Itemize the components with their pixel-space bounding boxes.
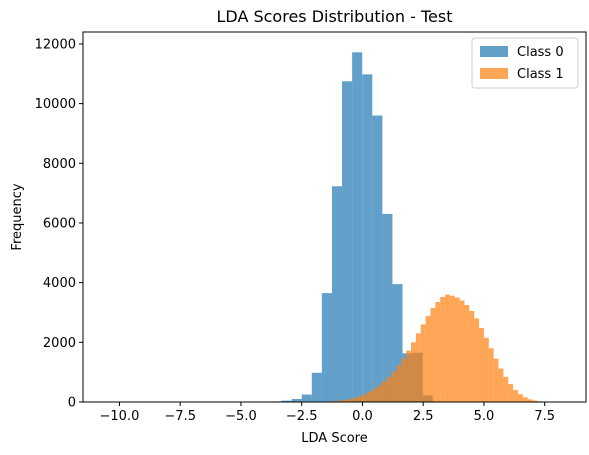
- bar-class-0: [362, 74, 373, 402]
- bar-class-1: [513, 390, 518, 402]
- bar-class-1: [372, 388, 378, 402]
- bar-class-0: [382, 214, 393, 402]
- bars-layer: [241, 52, 562, 403]
- legend: Class 0 Class 1: [471, 37, 579, 89]
- y-tick-label: 6000: [43, 216, 76, 231]
- bar-class-0: [352, 52, 363, 403]
- bar-class-0: [331, 186, 343, 402]
- bar-class-1: [498, 368, 504, 402]
- y-axis-label: Frequency: [10, 183, 25, 250]
- bar-class-1: [425, 316, 431, 402]
- bar-class-1: [338, 400, 344, 402]
- legend-label: Class 0: [517, 45, 564, 60]
- bar-class-1: [508, 384, 514, 402]
- bar-class-1: [343, 399, 348, 402]
- bar-class-1: [440, 296, 446, 402]
- legend-swatch: [480, 46, 508, 57]
- x-axis-label: LDA Score: [301, 431, 367, 446]
- bar-class-1: [333, 400, 339, 402]
- bar-class-1: [411, 342, 416, 402]
- bar-class-1: [352, 397, 358, 402]
- bar-class-1: [420, 324, 426, 402]
- bar-class-1: [464, 305, 470, 402]
- bar-class-1: [527, 399, 533, 402]
- bar-class-1: [362, 394, 368, 402]
- bar-class-0: [342, 81, 353, 402]
- plot-frame: [82, 31, 587, 403]
- x-tick-label: −2.5: [286, 409, 318, 424]
- x-tick-label: 5.0: [474, 409, 495, 424]
- bar-class-0: [311, 372, 322, 402]
- x-tick-label: 7.5: [534, 409, 555, 424]
- bar-class-1: [415, 333, 421, 402]
- bar-class-1: [406, 350, 412, 402]
- legend-label: Class 1: [517, 67, 564, 82]
- y-tick-label: 10000: [35, 97, 76, 112]
- x-tick-label: 0.0: [352, 409, 373, 424]
- bar-class-0: [392, 284, 403, 402]
- y-tick-label: 0: [68, 396, 76, 411]
- bar-class-0: [291, 399, 302, 402]
- bar-class-1: [469, 310, 475, 402]
- bar-class-1: [493, 358, 499, 402]
- bar-class-1: [522, 397, 528, 402]
- y-tick-label: 2000: [43, 336, 76, 351]
- x-axis: −10.0 −7.5 −5.0 −2.5 0.0 2.5 5.0 7.5: [100, 402, 555, 424]
- y-tick-label: 8000: [43, 157, 76, 172]
- x-tick-label: −5.0: [225, 409, 257, 424]
- bar-class-1: [401, 358, 407, 402]
- bar-class-1: [357, 396, 363, 402]
- bar-class-1: [483, 337, 489, 402]
- bar-class-0: [321, 293, 332, 402]
- bar-class-1: [474, 318, 480, 402]
- bar-class-1: [488, 348, 494, 402]
- bar-class-1: [479, 328, 484, 402]
- bar-class-1: [503, 376, 509, 402]
- bar-class-0: [281, 400, 292, 402]
- bar-class-1: [454, 297, 460, 402]
- x-tick-label: 2.5: [413, 409, 434, 424]
- bar-class-1: [532, 400, 538, 402]
- y-tick-label: 12000: [35, 37, 76, 52]
- bar-class-0: [301, 394, 312, 402]
- bar-class-1: [381, 381, 387, 402]
- bar-class-1: [517, 394, 523, 402]
- bar-class-1: [347, 399, 353, 402]
- bar-class-1: [377, 385, 382, 402]
- x-tick-label: −7.5: [164, 409, 196, 424]
- y-tick-label: 4000: [43, 276, 76, 291]
- bar-class-1: [445, 294, 450, 402]
- bar-class-1: [386, 376, 392, 402]
- bar-class-1: [449, 295, 455, 402]
- bar-class-0: [372, 115, 383, 402]
- bar-class-1: [459, 300, 465, 402]
- bar-class-1: [391, 371, 397, 402]
- y-axis: 0 2000 4000 6000 8000 10000 12000: [35, 37, 83, 411]
- x-tick-label: −10.0: [100, 409, 140, 424]
- bar-class-1: [396, 365, 402, 402]
- legend-swatch: [480, 68, 508, 79]
- bar-class-1: [435, 302, 441, 402]
- bar-class-1: [430, 308, 436, 402]
- chart-title: LDA Scores Distribution - Test: [216, 7, 452, 26]
- bar-class-1: [367, 391, 373, 402]
